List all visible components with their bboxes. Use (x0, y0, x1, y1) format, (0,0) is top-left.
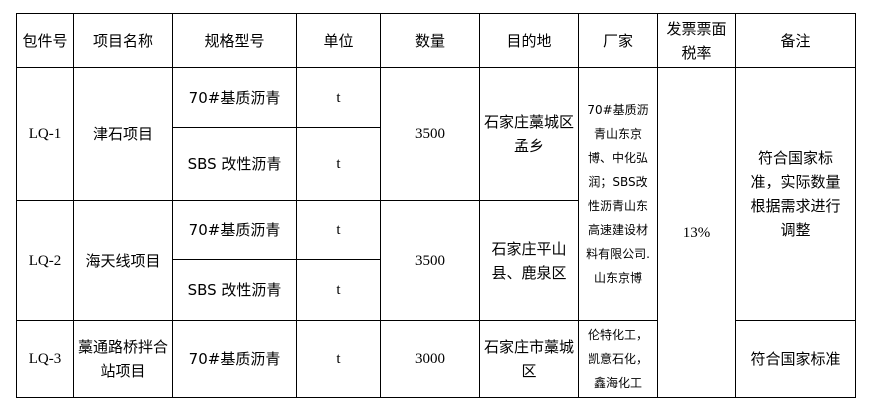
spec: 70#基质沥青 (172, 200, 297, 260)
header-destination: 目的地 (479, 13, 579, 68)
header-manufacturer: 厂家 (578, 13, 658, 68)
remark: 符合国家标准，实际数量根据需求进行调整 (735, 67, 856, 321)
manufacturer: 70#基质沥青山东京博、中化弘润；SBS改性沥青山东高速建设材料有限公司.山东京… (578, 67, 658, 321)
spec: SBS 改性沥青 (172, 259, 297, 321)
package-id: LQ-1 (16, 67, 74, 201)
spec: 70#基质沥青 (172, 320, 297, 398)
destination: 石家庄藁城区孟乡 (479, 67, 579, 201)
project-name: 藁通路桥拌合站项目 (73, 320, 173, 398)
table-row: LQ-2 海天线项目 70#基质沥青 t 3500 石家庄平山县、鹿泉区 (16, 200, 856, 321)
tax-rate: 13% (657, 67, 736, 398)
unit: t (296, 320, 381, 398)
header-spec: 规格型号 (172, 13, 297, 68)
header-package-no: 包件号 (16, 13, 74, 68)
table-row: LQ-3 藁通路桥拌合站项目 70#基质沥青 t 3000 石家庄市藁城区 伦特… (16, 320, 856, 398)
package-id: LQ-3 (16, 320, 74, 398)
quantity: 3500 (380, 67, 480, 201)
header-unit: 单位 (296, 13, 381, 68)
manufacturer: 伦特化工，凯意石化，鑫海化工 (578, 320, 658, 398)
destination: 石家庄市藁城区 (479, 320, 579, 398)
header-project-name: 项目名称 (73, 13, 173, 68)
procurement-table: 包件号 项目名称 规格型号 单位 数量 目的地 厂家 发票票面税率 备注 LQ-… (16, 13, 856, 398)
table-row: LQ-1 津石项目 70#基质沥青 t 3500 石家庄藁城区孟乡 70#基质沥… (16, 67, 856, 398)
spec: SBS 改性沥青 (172, 127, 297, 201)
package-id: LQ-2 (16, 200, 74, 321)
quantity: 3500 (380, 200, 480, 321)
unit: t (296, 200, 381, 260)
project-name: 海天线项目 (73, 200, 173, 321)
unit: t (296, 127, 381, 201)
spec: 70#基质沥青 (172, 67, 297, 128)
destination: 石家庄平山县、鹿泉区 (479, 200, 579, 321)
table-row: SBS 改性沥青 t (17, 259, 856, 321)
header-row: 包件号 项目名称 规格型号 单位 数量 目的地 厂家 发票票面税率 备注 (16, 13, 856, 68)
table-row: SBS 改性沥青 t (17, 127, 856, 201)
quantity: 3000 (380, 320, 480, 398)
header-remark: 备注 (735, 13, 856, 68)
project-name: 津石项目 (73, 67, 173, 201)
remark: 符合国家标准 (735, 320, 856, 398)
unit: t (296, 67, 381, 128)
header-tax-rate: 发票票面税率 (657, 13, 736, 68)
unit: t (296, 259, 381, 321)
header-quantity: 数量 (380, 13, 480, 68)
